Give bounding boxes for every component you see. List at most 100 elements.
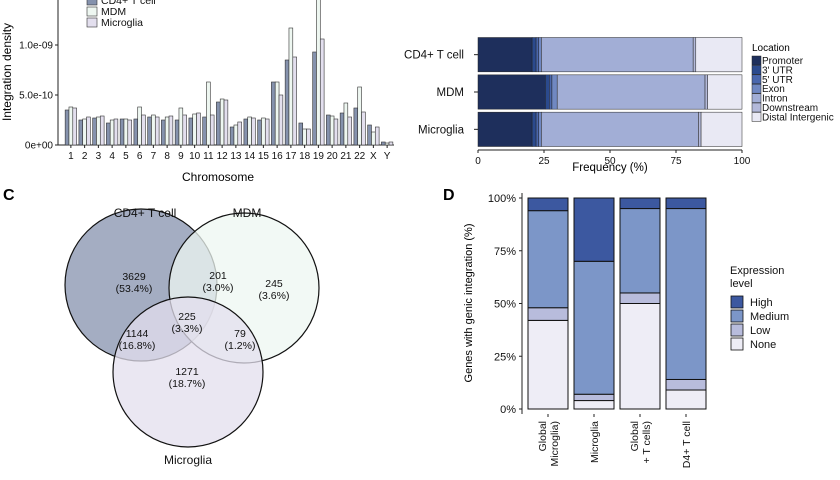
panel-a-x-tick-label: 9	[178, 151, 184, 162]
panel-d-bar-segment	[573, 393, 615, 402]
panel-b-bar-segment	[549, 74, 553, 110]
panel-a-bar-microglia	[168, 115, 174, 146]
panel-d-bar-segment	[573, 260, 615, 395]
panel-b-bar-segment	[531, 37, 537, 73]
panel-d-x-tick-label: Global	[537, 421, 549, 451]
panel-b-x-tick-label: 75	[670, 156, 682, 167]
panel-a-bar-microglia	[86, 116, 91, 146]
panel-a-bar-mdm	[371, 131, 376, 146]
panel-a-y-tick-label: 0e+00	[25, 141, 54, 152]
panel-d-x-tick-label: Microglia)	[549, 421, 561, 467]
panel-b-legend-title: Location	[752, 43, 790, 54]
panel-b-legend-swatch	[751, 112, 762, 122]
panel-a-x-tick-label: 2	[82, 151, 88, 162]
panel-a-bar-mdm	[109, 119, 115, 146]
panel-a-bar-cd4	[339, 112, 345, 146]
panel-a-bar-mdm	[329, 115, 335, 146]
panel-a-x-tick-label: 13	[230, 151, 242, 162]
panel-b-bar-segment	[704, 74, 708, 110]
panel-b-bar-segment	[538, 37, 542, 73]
panel-a-bar-microglia	[333, 118, 339, 146]
panel-a-bar-mdm	[316, 0, 321, 146]
panel-b-bar-segment	[541, 111, 699, 147]
panel-a-x-tick-label: 20	[327, 151, 339, 162]
panel-d-legend-swatch	[730, 309, 744, 323]
panel-b-category-label: CD4+ T cell	[404, 50, 464, 62]
panel-a-bar-cd4	[367, 124, 372, 146]
panel-d-legend-title: level	[730, 278, 753, 290]
panel-c-venn-diagram: CD4+ T cell MDMMicroglia3629(53.4%)201(3.…	[64, 206, 320, 467]
panel-d-x-tick-label: + T cells)	[641, 421, 653, 464]
panel-b-bar-segment	[477, 74, 546, 110]
panel-d-bar-segment	[665, 378, 707, 391]
panel-b-bar-segment	[551, 74, 558, 110]
panel-a-x-tick-label: 3	[96, 151, 102, 162]
panel-c-region-count: 1144	[126, 328, 149, 340]
panel-d-legend-swatch	[730, 337, 744, 351]
panel-d-bar-segment	[527, 307, 569, 321]
panel-b-bar-segment	[535, 111, 539, 147]
panel-c-region-percent: (3.3%)	[172, 323, 203, 335]
panel-a-bar-microglia	[154, 116, 160, 146]
panel-d-bar-segment	[619, 208, 661, 294]
panel-b-bar-segment	[477, 37, 533, 73]
panel-a-bar-cd4	[64, 109, 70, 146]
panel-b-bar-segment	[541, 37, 694, 73]
panel-a-bar-mdm	[288, 27, 294, 146]
panel-b-plot: CD4+ T cell MDM Microglia 0 25 50 75 100	[404, 37, 751, 167]
panel-a-bar-microglia	[361, 111, 366, 146]
panel-b-category-label: MDM	[437, 87, 464, 99]
panel-c-venn: C CD4+ T cell MDMMicroglia3629(53.4%)201(…	[3, 187, 320, 467]
panel-a-bar-microglia	[347, 116, 352, 146]
panel-c-region-count: 1271	[175, 366, 199, 378]
panel-a-bar-microglia	[264, 118, 270, 146]
panel-a-legend-label: CD4+ T cell	[101, 0, 156, 7]
panel-a-bar-mdm	[68, 106, 74, 146]
panel-a-bar-microglia	[278, 94, 284, 146]
panel-b-x-axis-label: Frequency (%)	[572, 162, 648, 174]
panel-d-y-tick-label: 0%	[500, 404, 516, 416]
panel-b-legend-label: Downstream	[762, 103, 818, 114]
panel-a-x-tick-label: 15	[258, 151, 270, 162]
panel-c-region-count: 225	[178, 311, 196, 323]
panel-a-x-tick-label: 11	[203, 151, 214, 162]
panel-a-bar-cd4	[312, 51, 317, 146]
panel-d-legend-title: Expression	[730, 265, 784, 277]
panel-a-legend-label: MDM	[101, 6, 126, 18]
panel-a-bar-cd4	[298, 122, 304, 146]
panel-a-bar-microglia	[182, 114, 187, 146]
panel-d-legend-label: Medium	[750, 311, 789, 323]
panel-d-y-tick-label: 25%	[494, 351, 516, 363]
panel-a-bar-cd4	[326, 114, 331, 146]
panel-a-bar-cd4	[271, 81, 276, 146]
panel-d-legend-swatch	[730, 295, 744, 309]
panel-d-legend-swatch	[730, 323, 744, 337]
panel-a-x-tick-label: 14	[244, 151, 256, 162]
panel-a-x-tick-label: 5	[123, 151, 129, 162]
panel-a-y-tick-label: 1.0e-09	[19, 41, 53, 52]
panel-a-x-tick-label: 22	[354, 151, 366, 162]
panel-b-legend-label: 5' UTR	[762, 75, 793, 86]
panel-c-set-label: MDM	[233, 206, 262, 220]
panel-a-bar-microglia	[99, 115, 105, 146]
panel-a-x-tick-label: 12	[217, 151, 229, 162]
panel-d-bar-segment	[573, 400, 615, 410]
panel-b-x-tick-label: 50	[604, 156, 616, 167]
panel-a-bar-mdm	[247, 116, 252, 146]
panel-b-bar-segment	[707, 74, 743, 110]
panel-a-x-axis-label: Chromosome	[182, 170, 254, 184]
panel-a-bar-mdm	[206, 81, 211, 146]
panel-a-y-tick-label: 5.0e-10	[19, 91, 53, 102]
panel-a-bar-microglia	[223, 99, 229, 146]
panel-b-legend-label: Intron	[762, 94, 788, 105]
panel-a-bar-cd4	[229, 126, 235, 146]
panel-a-bar-microglia	[237, 121, 242, 146]
panel-b-bar-segment	[698, 111, 702, 147]
panel-a-bar-cd4	[284, 59, 290, 146]
panel-a-bar-cd4	[133, 118, 139, 146]
panel-a-bar-mdm	[82, 118, 87, 146]
panel-a-legend-swatch	[86, 0, 98, 6]
panel-a-bar-microglia	[113, 118, 119, 146]
panel-d-y-tick-label: 75%	[494, 246, 516, 258]
